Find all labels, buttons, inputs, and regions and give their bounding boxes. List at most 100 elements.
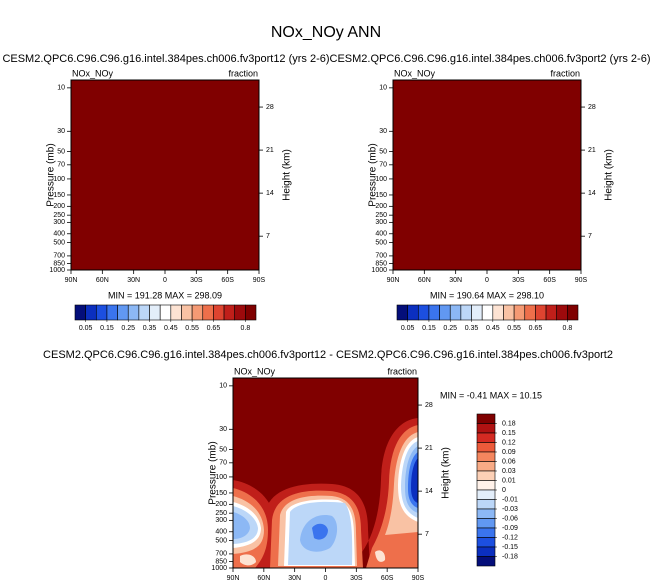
x-tick-label: 90N: [65, 277, 78, 284]
colorbar-box: [117, 304, 129, 321]
colorbar-box: [545, 304, 558, 321]
y2-tick-label: 7: [588, 233, 592, 240]
x-tick-label: 60N: [96, 277, 109, 284]
colorbar-label: 0.25: [443, 325, 457, 332]
colorbar-box: [513, 304, 526, 321]
field-fill: [393, 80, 581, 270]
x-tick-label: 30S: [190, 277, 203, 284]
colorbar-label: 0.09: [502, 449, 516, 456]
y-tick-label: 50: [57, 148, 65, 155]
colorbar-box: [476, 527, 496, 538]
colorbar-box: [476, 556, 496, 567]
colorbar-box: [202, 304, 214, 321]
y-axis-label: Pressure (mb): [46, 143, 57, 206]
y-tick-label: 10: [219, 383, 227, 390]
colorbar-box: [567, 304, 579, 321]
colorbar-box: [476, 461, 496, 472]
x-tick-label: 60S: [543, 277, 556, 284]
x-tick-label: 90S: [575, 277, 588, 284]
colorbar-label: 0.45: [164, 325, 178, 332]
y-tick-label: 700: [53, 253, 65, 260]
colorbar-box: [476, 451, 496, 462]
colorbar-label: -0.06: [502, 515, 518, 522]
x-tick-label: 0: [324, 575, 328, 582]
colorbar-box: [449, 304, 462, 321]
x-tick-label: 30N: [127, 277, 140, 284]
colorbar-label: 0.01: [502, 477, 516, 484]
y2-tick-label: 7: [425, 531, 429, 538]
page-title: NOx_NOy ANN: [271, 24, 381, 41]
colorbar-label: 0.15: [502, 430, 516, 437]
colorbar-label: 0.18: [502, 420, 516, 427]
colorbar-label: 0.12: [502, 439, 516, 446]
y2-tick-label: 14: [588, 190, 596, 197]
colorbar-label: 0.8: [240, 325, 250, 332]
y2-tick-label: 21: [588, 147, 596, 154]
y-tick-label: 50: [219, 446, 227, 453]
colorbar-box: [471, 304, 483, 321]
y2-tick-label: 14: [425, 488, 433, 495]
y2-axis-label: Height (km): [282, 149, 293, 201]
y-tick-label: 400: [215, 529, 227, 536]
colorbar-box: [556, 304, 568, 321]
y-tick-label: 1000: [211, 565, 227, 572]
colorbar-box: [476, 518, 496, 529]
y-tick-label: 500: [215, 537, 227, 544]
y-tick-label: 30: [219, 426, 227, 433]
colorbar-box: [476, 546, 496, 557]
colorbar-label: 0.8: [562, 325, 572, 332]
colorbar-label: 0: [502, 487, 506, 494]
y-tick-label: 1000: [49, 267, 65, 274]
colorbar-box: [476, 499, 496, 510]
colorbar-box: [85, 304, 97, 321]
x-tick-label: 0: [163, 277, 167, 284]
y-tick-label: 700: [215, 551, 227, 558]
y-tick-label: 500: [375, 239, 387, 246]
colorbar-label: 0.55: [185, 325, 199, 332]
y2-tick-label: 21: [425, 445, 433, 452]
y-tick-label: 400: [53, 231, 65, 238]
units-label: fraction: [387, 366, 417, 376]
colorbar-box: [223, 304, 236, 321]
y-tick-label: 250: [215, 510, 227, 517]
x-tick-label: 30N: [449, 277, 462, 284]
y2-tick-label: 7: [266, 233, 270, 240]
colorbar-label: 0.05: [401, 325, 415, 332]
x-tick-label: 90N: [387, 277, 400, 284]
colorbar-box: [74, 304, 86, 321]
colorbar-box: [503, 304, 515, 321]
x-tick-label: 60N: [418, 277, 431, 284]
y2-tick-label: 28: [266, 104, 274, 111]
colorbar-box: [106, 304, 118, 321]
x-tick-label: 30S: [350, 575, 363, 582]
y2-axis-label: Height (km): [441, 447, 452, 499]
y-tick-label: 70: [219, 460, 227, 467]
colorbar-label: 0.45: [486, 325, 500, 332]
colorbar-box: [234, 304, 246, 321]
colorbar-box: [245, 304, 257, 321]
y2-tick-label: 28: [588, 104, 596, 111]
colorbar-label: -0.18: [502, 553, 518, 560]
x-tick-label: 60S: [221, 277, 234, 284]
colorbar-box: [476, 423, 496, 434]
colorbar-label: 0.35: [143, 325, 157, 332]
y-tick-label: 30: [379, 128, 387, 135]
colorbar-label: -0.12: [502, 534, 518, 541]
y2-tick-label: 28: [425, 402, 433, 409]
colorbar-box: [460, 304, 472, 321]
min-max-stats: MIN = -0.41 MAX = 10.15: [440, 390, 542, 400]
y-tick-label: 200: [215, 501, 227, 508]
y-tick-label: 150: [215, 490, 227, 497]
variable-label: NOx_NOy: [234, 366, 276, 376]
y-tick-label: 100: [53, 176, 65, 183]
colorbar-box: [476, 442, 496, 453]
colorbar-box: [396, 304, 408, 321]
colorbar-label: -0.09: [502, 525, 518, 532]
colorbar-label: 0.05: [79, 325, 93, 332]
y-tick-label: 150: [375, 192, 387, 199]
min-max-stats: MIN = 191.28 MAX = 298.09: [108, 290, 222, 300]
x-tick-label: 0: [485, 277, 489, 284]
colorbar-label: 0.15: [422, 325, 436, 332]
y-tick-label: 850: [215, 558, 227, 565]
